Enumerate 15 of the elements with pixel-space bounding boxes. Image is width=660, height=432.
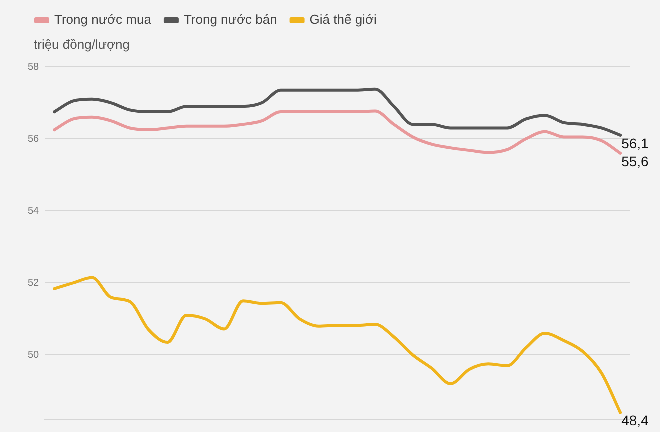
y-tick-label: 58 (28, 62, 40, 73)
y-tick-label: 54 (28, 206, 40, 217)
y-axis-title: triệu đồng/lượng (34, 37, 130, 52)
y-tick-label: 52 (28, 278, 40, 289)
line-series (53, 110, 622, 155)
data-label: 48,4 (622, 412, 650, 429)
legend-label: Trong nước bán (184, 12, 278, 28)
line-series (53, 88, 622, 137)
line-series (53, 276, 622, 414)
y-tick-label: 56 (28, 134, 40, 145)
legend-label: Trong nước mua (54, 12, 152, 28)
data-label: 56,1 (622, 135, 650, 152)
y-tick-label: 50 (28, 350, 40, 361)
data-label: 55,6 (622, 153, 650, 170)
legend-label: Giá thế giới (310, 12, 377, 28)
